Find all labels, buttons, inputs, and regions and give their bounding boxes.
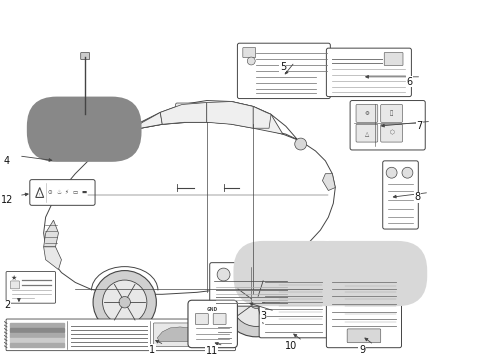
Text: ⬡: ⬡ (389, 131, 393, 136)
FancyBboxPatch shape (195, 313, 208, 325)
FancyBboxPatch shape (380, 105, 402, 122)
Text: ⊙: ⊙ (47, 190, 52, 195)
Text: 1: 1 (149, 345, 155, 355)
Polygon shape (44, 122, 334, 294)
Bar (10, 323, 64, 327)
Text: !: ! (39, 193, 41, 197)
FancyBboxPatch shape (300, 241, 426, 306)
FancyBboxPatch shape (175, 103, 229, 120)
FancyBboxPatch shape (355, 105, 377, 122)
FancyBboxPatch shape (56, 136, 112, 142)
FancyBboxPatch shape (6, 319, 235, 351)
Polygon shape (253, 106, 271, 128)
FancyBboxPatch shape (237, 43, 330, 99)
Polygon shape (107, 112, 162, 148)
Text: ★: ★ (11, 275, 17, 281)
FancyBboxPatch shape (326, 267, 401, 348)
FancyBboxPatch shape (233, 241, 353, 306)
Text: 11: 11 (205, 346, 217, 356)
Text: 🔧: 🔧 (389, 111, 393, 116)
Circle shape (231, 278, 280, 326)
Text: 9: 9 (358, 345, 364, 355)
FancyBboxPatch shape (11, 281, 19, 289)
Bar (10, 343, 64, 347)
Text: 4: 4 (4, 156, 10, 166)
Polygon shape (44, 220, 59, 247)
FancyBboxPatch shape (242, 47, 255, 57)
FancyBboxPatch shape (213, 313, 226, 325)
Circle shape (294, 138, 306, 150)
FancyBboxPatch shape (56, 106, 112, 112)
Polygon shape (206, 101, 253, 128)
Text: ⚡: ⚡ (64, 190, 68, 195)
Circle shape (247, 57, 255, 65)
Circle shape (385, 167, 396, 178)
Text: ▭: ▭ (73, 190, 78, 195)
FancyBboxPatch shape (382, 161, 418, 229)
Bar (10, 338, 64, 342)
Circle shape (93, 271, 156, 334)
FancyBboxPatch shape (153, 323, 214, 347)
FancyBboxPatch shape (258, 267, 328, 338)
Circle shape (119, 297, 130, 308)
Text: 5: 5 (279, 62, 286, 72)
FancyBboxPatch shape (56, 119, 112, 126)
Text: GND: GND (207, 307, 218, 312)
Polygon shape (95, 138, 111, 152)
Text: 2: 2 (4, 300, 10, 310)
FancyBboxPatch shape (27, 97, 141, 162)
Circle shape (221, 268, 290, 337)
Polygon shape (160, 102, 206, 124)
Text: 3: 3 (259, 311, 266, 321)
FancyBboxPatch shape (30, 180, 95, 205)
Circle shape (102, 280, 147, 325)
Circle shape (401, 167, 412, 178)
Text: 6: 6 (406, 77, 411, 87)
Polygon shape (44, 247, 61, 270)
Bar (10, 328, 64, 332)
Text: ⚙: ⚙ (363, 111, 369, 116)
Polygon shape (157, 327, 201, 342)
FancyBboxPatch shape (54, 107, 114, 147)
Bar (10, 333, 64, 337)
FancyBboxPatch shape (56, 129, 112, 135)
Text: 8: 8 (413, 192, 420, 202)
Text: △: △ (364, 131, 368, 136)
Text: 10: 10 (284, 341, 296, 351)
FancyBboxPatch shape (380, 124, 402, 142)
Text: 12: 12 (1, 195, 13, 205)
Text: 7: 7 (415, 121, 422, 131)
Circle shape (217, 268, 229, 281)
FancyBboxPatch shape (188, 300, 237, 348)
FancyBboxPatch shape (383, 52, 402, 65)
Circle shape (249, 296, 262, 308)
FancyBboxPatch shape (6, 272, 55, 303)
Polygon shape (322, 174, 334, 191)
FancyBboxPatch shape (80, 52, 90, 60)
FancyBboxPatch shape (56, 112, 112, 119)
Polygon shape (103, 101, 300, 148)
Text: ♨: ♨ (56, 190, 61, 195)
Text: ▬: ▬ (81, 190, 87, 195)
Polygon shape (61, 181, 93, 200)
FancyBboxPatch shape (355, 124, 377, 142)
FancyBboxPatch shape (349, 101, 424, 150)
FancyBboxPatch shape (209, 263, 290, 306)
FancyBboxPatch shape (347, 329, 380, 343)
Polygon shape (231, 101, 282, 134)
FancyBboxPatch shape (326, 48, 410, 97)
